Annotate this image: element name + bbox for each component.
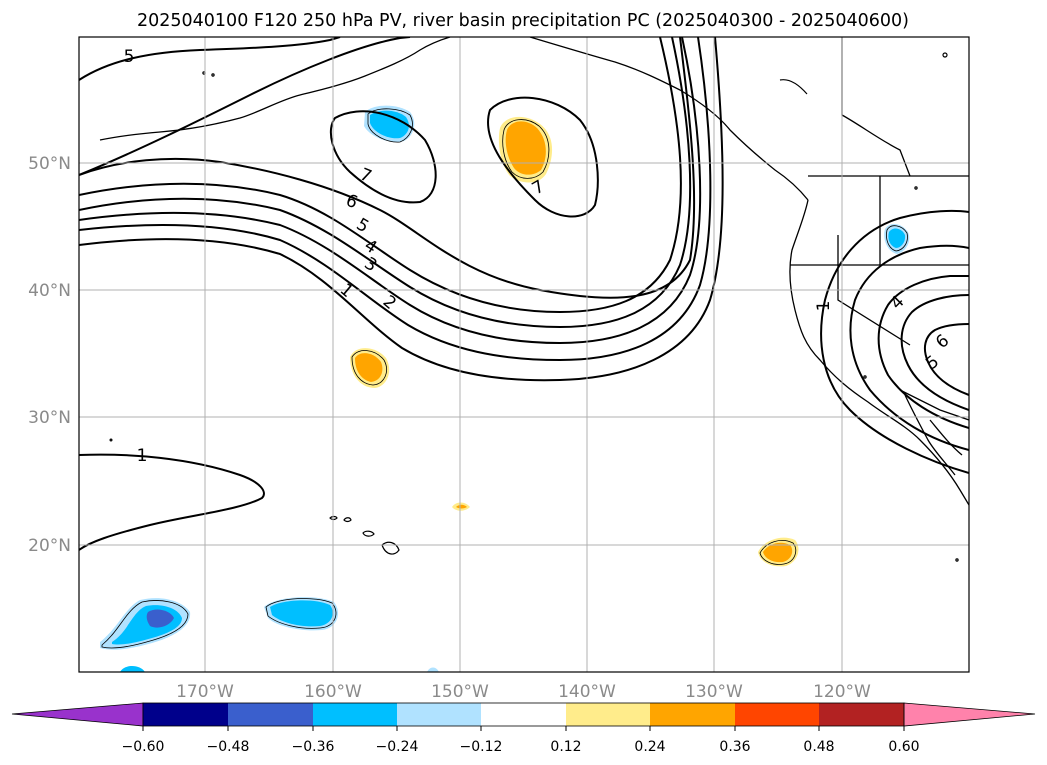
islands <box>109 52 959 562</box>
colorbar-tick-label: −0.48 <box>207 739 250 755</box>
colorbar-segment <box>650 703 735 726</box>
longitude-labels: 170°W 160°W 150°W 140°W 130°W 120°W <box>176 682 871 702</box>
colorbar-tick-label: 0.24 <box>634 739 665 755</box>
gulf-coast <box>929 419 963 456</box>
positive-pc-patch-1-core <box>505 121 546 175</box>
colorbar-tick-label: 0.48 <box>803 739 834 755</box>
negative-pc-patch-1-core <box>370 110 409 139</box>
pv-contour-6 <box>79 37 682 314</box>
pv-contour-7-ring <box>79 37 696 299</box>
state-border-2 <box>837 235 911 346</box>
pv-label: 5 <box>124 47 135 67</box>
alaska-coast <box>529 37 809 201</box>
negative-pc-patch-5 <box>120 666 145 672</box>
lat-label: 50°N <box>28 154 71 174</box>
colorbar-tick-label: 0.36 <box>719 739 750 755</box>
colorbar-segment <box>819 703 904 726</box>
graticule <box>79 37 969 672</box>
colorbar-segment <box>228 703 313 726</box>
lat-label: 40°N <box>28 281 71 301</box>
pv-contour-1-left <box>79 453 265 551</box>
lon-label: 120°W <box>813 682 871 702</box>
canada-interior <box>841 37 911 177</box>
colorbar-segment <box>566 703 650 726</box>
hawaii-maui <box>362 530 375 537</box>
pv-contour-7-loop-right <box>487 96 599 218</box>
pv-contour-east-5 <box>923 323 969 396</box>
lon-label: 160°W <box>304 682 362 702</box>
colorbar-segment <box>735 703 819 726</box>
precip-pc-outlines <box>101 108 908 649</box>
negative-pc-patch-6 <box>427 667 439 672</box>
pv-contour-2-1 <box>79 37 724 382</box>
colorbar-tick-label: −0.12 <box>460 739 503 755</box>
colorbar: −0.60 −0.48 −0.36 −0.24 −0.12 0.12 0.24 … <box>11 702 1036 755</box>
pv-contour-5 <box>79 37 692 329</box>
lat-label: 30°N <box>28 408 71 428</box>
lon-label: 130°W <box>685 682 743 702</box>
colorbar-segment <box>143 703 228 726</box>
pv-contour-east-2 <box>849 244 969 451</box>
northwest-coast <box>789 199 969 506</box>
coastlines <box>99 37 969 506</box>
colorbar-tick-label: −0.24 <box>376 739 419 755</box>
colorbar-tick-label: 0.12 <box>550 739 581 755</box>
positive-pc-patch-3-core <box>456 504 467 509</box>
negative-pc-patch-2-core <box>888 228 906 248</box>
lon-label: 140°W <box>558 682 616 702</box>
colorbar-extend-min <box>11 702 144 727</box>
positive-pc-patch-2-core <box>355 353 383 382</box>
colorbar-tick-label: 0.60 <box>888 739 919 755</box>
negative-pc-patch-3-deep <box>146 609 174 628</box>
hawaii-big-island <box>381 541 400 555</box>
aleutian-coast <box>99 37 451 141</box>
map-frame <box>78 36 970 673</box>
positive-pc-patch-4-core <box>763 542 793 563</box>
pv-contour-3 <box>79 37 712 362</box>
pv-label: 1 <box>814 301 834 312</box>
colorbar-frame <box>142 702 905 727</box>
pv-contour-5-north <box>79 37 341 81</box>
lon-label: 150°W <box>431 682 489 702</box>
lat-label: 20°N <box>28 536 71 556</box>
pv-contour-1-east <box>820 209 969 474</box>
pv-contour-4 <box>79 37 702 345</box>
latitude-labels: 50°N 40°N 30°N 20°N <box>28 154 71 556</box>
hawaii-kauai <box>329 515 338 521</box>
colorbar-tick-label: −0.60 <box>122 739 165 755</box>
pv-contour-7-loop-left <box>329 110 437 204</box>
colorbar-segment <box>313 703 397 726</box>
colorbar-segment <box>481 703 566 726</box>
colorbar-tick-label: −0.36 <box>292 739 335 755</box>
pv-contours <box>79 37 969 551</box>
figure-title: 2025040100 F120 250 hPa PV, river basin … <box>137 11 909 31</box>
pv-label: 1 <box>137 446 148 466</box>
colorbar-extend-max <box>903 702 1036 727</box>
precip-pc-shading <box>100 105 910 672</box>
hawaii-oahu <box>343 517 352 523</box>
negative-pc-patch-4-core <box>270 600 333 627</box>
lon-label: 170°W <box>176 682 234 702</box>
baja-coast <box>904 394 956 476</box>
map-panel: 5 7 6 5 4 3 2 1 7 1 1 4 5 6 <box>78 36 970 673</box>
pv-contour-east-3 <box>877 275 969 429</box>
colorbar-segment <box>397 703 481 726</box>
